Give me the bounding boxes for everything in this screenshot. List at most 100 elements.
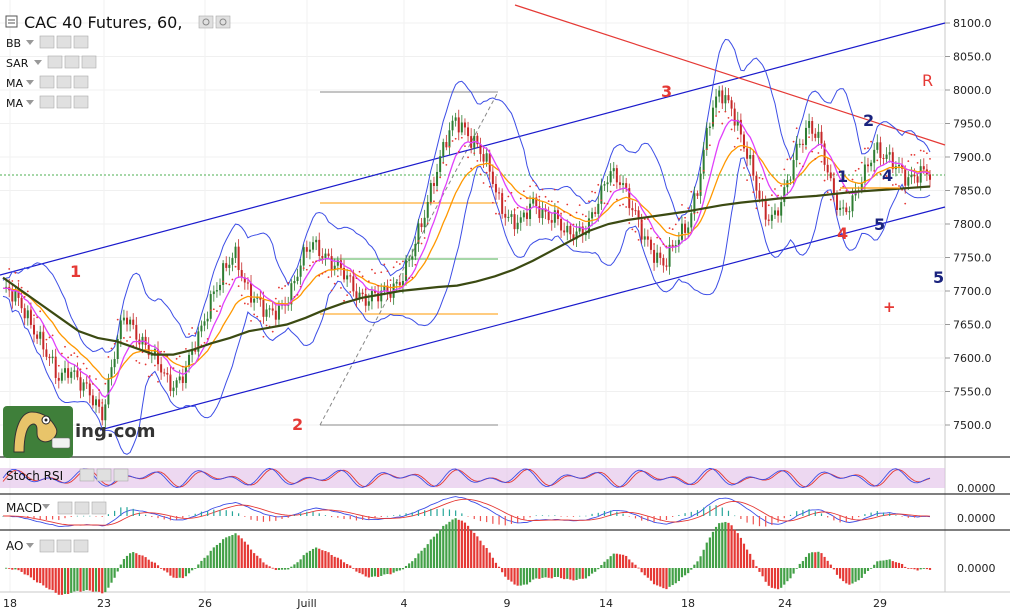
candle-body [110, 367, 113, 379]
sar-dot [820, 160, 823, 163]
sar-dot [76, 355, 79, 358]
stoch-settings-icons[interactable] [79, 468, 129, 482]
ao-bar [482, 545, 485, 568]
macd-histogram-bar [269, 516, 271, 522]
candle-body [454, 117, 457, 121]
macd-histogram-bar [455, 510, 457, 516]
sar-dot [73, 352, 76, 354]
sar-dot [532, 179, 535, 182]
ao-bar [742, 543, 746, 568]
ao-bar [516, 568, 519, 586]
ao-bar [851, 568, 854, 584]
candle-body [175, 380, 178, 388]
price-axis-label: 8100.0 [953, 17, 992, 30]
ao-bar [377, 568, 380, 577]
candle-body [302, 247, 305, 266]
sar-dot [625, 206, 628, 208]
candle-body [48, 356, 51, 359]
resistance-line[interactable] [514, 4, 946, 146]
macd-histogram-bar [758, 516, 761, 527]
ao-bar [349, 565, 352, 568]
candle-body [29, 310, 32, 325]
candle-body [184, 366, 187, 383]
ao-bar [432, 536, 436, 568]
candle-body [290, 283, 293, 305]
sar-dot [860, 161, 863, 164]
sar-dot [380, 271, 383, 274]
candle-body [119, 320, 122, 339]
candle-body [349, 275, 352, 277]
sar-dot [343, 299, 345, 302]
ao-bar [63, 568, 67, 594]
candle-body [23, 308, 26, 319]
candle-body [848, 211, 851, 213]
sar-dot [572, 223, 575, 226]
macd-histogram-bar [132, 508, 134, 516]
sar-dot [17, 279, 20, 282]
sar-dot [188, 333, 190, 335]
candle-body [377, 292, 380, 302]
sar-dot [42, 331, 45, 334]
sar-dot [265, 324, 268, 327]
sar-dot [305, 268, 308, 271]
candle-body [671, 244, 674, 247]
ao-bar [894, 562, 897, 568]
sar-dot [30, 309, 32, 311]
ao-bar [91, 568, 95, 592]
ao-bar [928, 568, 932, 570]
sar-dot [85, 367, 88, 370]
sar-dot [547, 200, 550, 203]
ao-bar [451, 519, 454, 568]
candle-body [668, 244, 671, 267]
ao-bar [615, 553, 618, 568]
ao-bar [497, 566, 501, 568]
ao-bar [302, 555, 305, 568]
ao-bar [730, 525, 733, 568]
ao-bar [575, 568, 578, 580]
candle-body [897, 164, 900, 167]
ao-bar [262, 562, 265, 568]
sar-dot [346, 294, 349, 297]
channel-upper-line[interactable] [0, 22, 946, 276]
candle-body [126, 317, 129, 325]
sar-dot [420, 242, 423, 245]
sar-dot [690, 190, 693, 193]
ao-bar [222, 539, 225, 568]
macd-histogram-bar [864, 514, 866, 516]
indicator-settings-icon [47, 55, 63, 69]
ao-bar [693, 564, 696, 568]
macd-histogram-bar [145, 514, 147, 516]
macd-histogram-bar [889, 513, 891, 516]
ao-settings-icons[interactable] [26, 539, 89, 553]
sar-dot [389, 279, 392, 281]
ao-bar [380, 568, 383, 576]
candle-body [687, 227, 690, 233]
sar-dot [340, 287, 342, 289]
ao-bar [184, 568, 188, 577]
candle-body [293, 280, 296, 284]
price-axis-label: 7950.0 [953, 118, 992, 131]
ao-bar [113, 568, 116, 578]
ao-bar [690, 568, 693, 570]
candle-body [919, 166, 922, 183]
ao-bar [8, 568, 11, 569]
sar-dot [358, 270, 361, 273]
sar-dot [191, 327, 194, 329]
ao-bar [156, 565, 160, 568]
ao-bar [383, 568, 386, 575]
bollinger-upper-series [2, 38, 931, 353]
macd-histogram-bar [554, 515, 556, 516]
macd-settings-icons[interactable] [42, 501, 107, 515]
ao-bar [122, 559, 126, 568]
header-settings-icon[interactable] [198, 15, 231, 29]
ao-bar [528, 568, 532, 583]
sar-dot [879, 173, 882, 175]
ao-bar [259, 558, 262, 568]
sar-dot [495, 212, 497, 215]
candle-body [88, 383, 91, 396]
channel-lower-line[interactable] [99, 206, 946, 431]
collapse-icon[interactable] [5, 15, 18, 28]
ao-bar [857, 568, 860, 581]
sar-dot [250, 319, 252, 322]
